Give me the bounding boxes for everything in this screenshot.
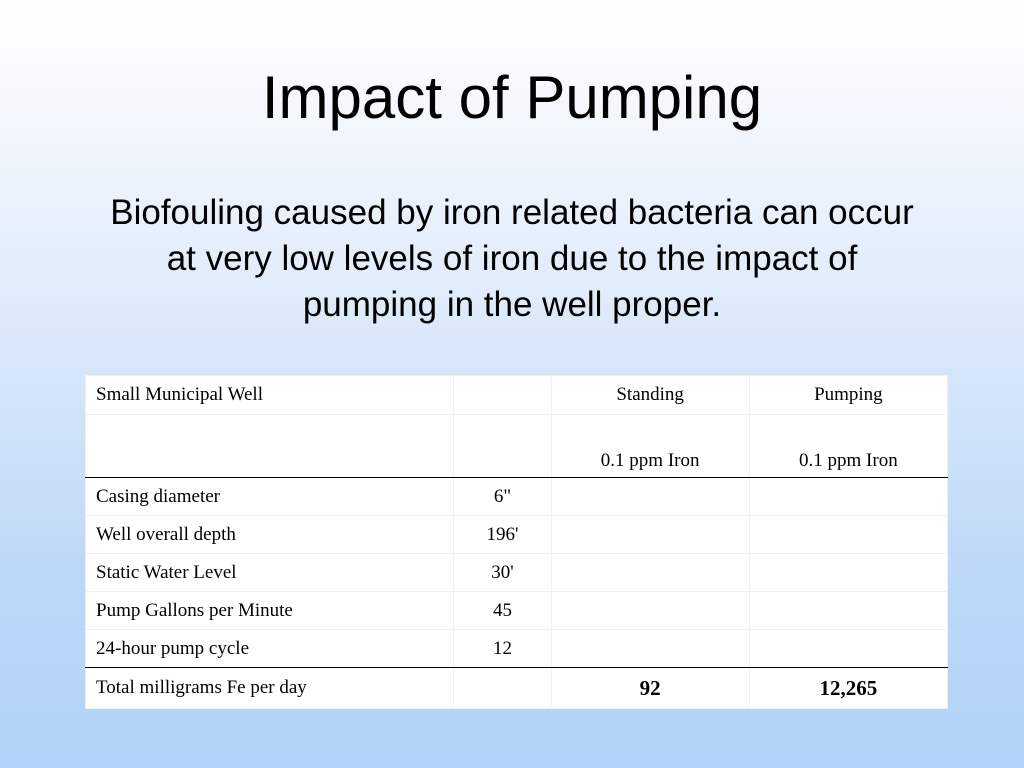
row-empty-cell <box>748 477 949 516</box>
table-header-label: Small Municipal Well <box>84 375 455 415</box>
table-total-row: Total milligrams Fe per day 92 12,265 <box>84 667 949 709</box>
total-label: Total milligrams Fe per day <box>84 667 455 709</box>
row-label: 24-hour pump cycle <box>84 629 455 668</box>
row-empty-cell <box>550 515 750 554</box>
table-row: Casing diameter 6" <box>84 477 949 516</box>
table-subheader-empty <box>453 414 552 478</box>
row-value: 45 <box>453 591 552 630</box>
standing-iron-level: 0.1 ppm Iron <box>550 414 750 478</box>
table-header-row: Small Municipal Well Standing Pumping <box>84 375 949 415</box>
total-pumping-value: 12,265 <box>748 667 949 709</box>
row-empty-cell <box>550 629 750 668</box>
row-value: 12 <box>453 629 552 668</box>
total-standing-value: 92 <box>550 667 750 709</box>
total-empty-cell <box>453 667 552 709</box>
row-value: 6" <box>453 477 552 516</box>
table-row: Well overall depth 196' <box>84 515 949 554</box>
table-row: Pump Gallons per Minute 45 <box>84 591 949 630</box>
table-row: 24-hour pump cycle 12 <box>84 629 949 668</box>
column-header-standing: Standing <box>550 375 750 415</box>
well-iron-table: Small Municipal Well Standing Pumping 0.… <box>84 375 949 709</box>
row-empty-cell <box>748 629 949 668</box>
column-header-pumping: Pumping <box>748 375 949 415</box>
table-subheader-row: 0.1 ppm Iron 0.1 ppm Iron <box>84 414 949 478</box>
table-header-empty <box>453 375 552 415</box>
row-empty-cell <box>748 515 949 554</box>
row-value: 196' <box>453 515 552 554</box>
pumping-iron-level: 0.1 ppm Iron <box>748 414 949 478</box>
row-label: Pump Gallons per Minute <box>84 591 455 630</box>
slide-subtitle: Biofouling caused by iron related bacter… <box>110 193 914 324</box>
row-empty-cell <box>550 477 750 516</box>
row-value: 30' <box>453 553 552 592</box>
table-subheader-empty <box>84 414 455 478</box>
row-label: Well overall depth <box>84 515 455 554</box>
slide-title: Impact of Pumping <box>261 64 763 131</box>
row-empty-cell <box>550 591 750 630</box>
table-row: Static Water Level 30' <box>84 553 949 592</box>
row-label: Static Water Level <box>84 553 455 592</box>
row-empty-cell <box>550 553 750 592</box>
row-label: Casing diameter <box>84 477 455 516</box>
row-empty-cell <box>748 553 949 592</box>
row-empty-cell <box>748 591 949 630</box>
